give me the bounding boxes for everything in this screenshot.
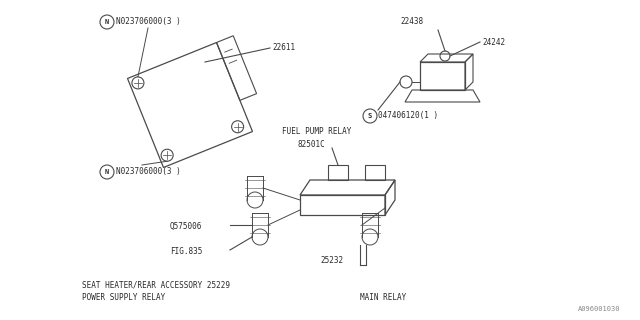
Text: FIG.835: FIG.835 (170, 247, 202, 256)
Text: MAIN RELAY: MAIN RELAY (360, 293, 406, 302)
Text: 22438: 22438 (400, 17, 423, 26)
Text: N023706000(3 ): N023706000(3 ) (116, 17, 180, 26)
Text: S: S (368, 113, 372, 119)
Text: 22611: 22611 (272, 43, 295, 52)
Text: 82501C: 82501C (298, 140, 326, 149)
Text: N023706000(3 ): N023706000(3 ) (116, 167, 180, 176)
Text: 047406120(1 ): 047406120(1 ) (378, 111, 438, 120)
Text: A096001030: A096001030 (577, 306, 620, 312)
Text: FUEL PUMP RELAY: FUEL PUMP RELAY (282, 127, 351, 136)
Text: N: N (105, 169, 109, 175)
Text: SEAT HEATER/REAR ACCESSORY 25229: SEAT HEATER/REAR ACCESSORY 25229 (82, 280, 230, 289)
Text: 24242: 24242 (482, 38, 505, 47)
Text: 25232: 25232 (320, 256, 343, 265)
Text: POWER SUPPLY RELAY: POWER SUPPLY RELAY (82, 293, 165, 302)
Text: Q575006: Q575006 (170, 222, 202, 231)
Text: N: N (105, 19, 109, 25)
